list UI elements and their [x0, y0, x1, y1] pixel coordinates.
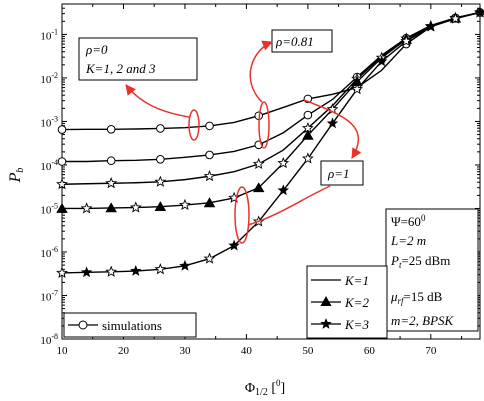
- marker-K2-58: [351, 76, 363, 87]
- y-tick-labels: 10-8 10-7 10-6 10-5 10-4 10-3 10-2 10-1: [40, 27, 58, 347]
- legend: K=1 K=2 K=3: [306, 265, 388, 339]
- callout-arrow-rho0: [125, 84, 190, 118]
- annotation-rho0-line2: K=1, 2 and 3: [85, 61, 156, 76]
- sim-marker-K3-18: [105, 265, 118, 277]
- x-tick-label-70: 70: [425, 345, 437, 357]
- marker-K3-46: [277, 184, 289, 196]
- y-tick-label-1e-6: 10-6: [40, 245, 58, 260]
- sim-marker-K3-66: [400, 34, 413, 47]
- sim-marker-K1_rho0-34: [205, 121, 214, 131]
- y-tick-label-1e-7: 10-7: [40, 288, 58, 303]
- y-tick-label-1e-1: 10-1: [40, 27, 58, 42]
- sim-marker-K2-46: [277, 156, 290, 169]
- sim-marker-K3-26: [154, 263, 167, 275]
- sim-marker-K1_rho081-34: [205, 150, 214, 160]
- y-tick-label-1e-3: 10-3: [40, 114, 58, 129]
- param-L: L=2 m: [390, 233, 426, 248]
- x-tick-label-10: 10: [57, 345, 69, 357]
- sim-marker-K1_rho0-10: [57, 125, 67, 134]
- marker-K3-22: [130, 265, 142, 276]
- x-tick-label-20: 20: [118, 345, 130, 357]
- y-tick-label-1e-8: 10-8: [40, 332, 58, 347]
- marker-K3-54: [326, 117, 339, 129]
- parameters-box-lower: μrf=15 dB m=2, BPSK: [388, 272, 477, 330]
- x-tick-label-40: 40: [241, 345, 253, 357]
- marker-K2-50: [302, 129, 314, 140]
- param-m: m=2, BPSK: [391, 313, 455, 328]
- annotation-rho1: ρ=1: [320, 160, 364, 186]
- annotation-rho0-box: [78, 37, 198, 81]
- annotation-rho1-label: ρ=1: [327, 166, 350, 181]
- marker-K3-30: [179, 259, 191, 271]
- sim-marker-K2-22: [129, 201, 142, 213]
- x-axis-title: Φ1/2 [0]: [245, 378, 285, 398]
- x-tick-labels: 10 20 30 40 50 60 70: [57, 345, 437, 357]
- marker-K3-62: [375, 55, 388, 67]
- marker-K3-78: [474, 6, 484, 18]
- sim-marker-K2-38: [228, 191, 241, 203]
- annotation-rho0: ρ=0 K=1, 2 and 3: [78, 37, 198, 81]
- sim-marker-K3-50: [301, 152, 314, 164]
- annotation-rho1-box: [320, 160, 364, 186]
- sim-marker-K1_rho081-10: [57, 157, 67, 166]
- x-tick-label-30: 30: [179, 345, 191, 357]
- callout-arrow-rho1: [303, 99, 362, 159]
- annotation-rho081: ρ=0.81: [271, 29, 333, 53]
- callout-arrow-rho081: [249, 40, 273, 103]
- y-axis-title: Pb: [8, 168, 26, 183]
- sim-marker-K1_rho0-18: [106, 124, 116, 134]
- sim-marker-K3-10: [56, 266, 68, 278]
- marker-K2-34: [203, 197, 216, 208]
- sim-marker-K1_rho1-34: [203, 170, 216, 182]
- sim-marker-K1_rho1-26: [154, 175, 167, 187]
- marker-K2-26: [154, 201, 167, 212]
- annotation-callouts: [125, 40, 362, 244]
- annotation-rho081-label: ρ=0.81: [275, 34, 314, 49]
- legend-marker-star: [320, 318, 332, 329]
- marker-K3-38: [228, 239, 240, 251]
- sim-marker-K1_rho081-50: [303, 110, 313, 120]
- sim-marker-K1_rho081-26: [156, 154, 165, 164]
- callout-ellipse-rho081: [258, 101, 270, 149]
- callout-ellipse-rho0: [188, 109, 200, 141]
- y-tick-label-1e-5: 10-5: [40, 201, 58, 216]
- sim-marker-K1_rho081-18: [106, 156, 116, 166]
- param-mu: μrf=15 dB: [390, 289, 443, 306]
- simulations-legend-marker: [78, 320, 88, 330]
- sim-marker-K3-74: [449, 12, 462, 24]
- sim-marker-K2-14: [80, 202, 93, 214]
- legend-label-k3: K=3: [344, 317, 369, 332]
- sim-marker-K3-58: [351, 83, 363, 95]
- parameters-box-lower-bg: [388, 272, 477, 330]
- sim-marker-K1_rho1-18: [105, 177, 118, 189]
- x-tick-label-50: 50: [302, 345, 314, 357]
- param-psi: Ψ=600: [391, 213, 426, 229]
- param-Pt: Pt=25 dBm: [390, 253, 450, 270]
- marker-K2-18: [105, 202, 117, 213]
- sim-marker-K2-30: [179, 198, 191, 211]
- marker-K3-70: [425, 20, 437, 32]
- marker-K2-42: [252, 182, 265, 193]
- annotation-rho0-line1: ρ=0: [85, 42, 108, 57]
- marker-K2-10: [56, 202, 68, 213]
- simulations-legend-label: simulations: [102, 318, 162, 333]
- legend-label-k1: K=1: [344, 273, 369, 288]
- axis-ticks: [61, 4, 480, 340]
- y-tick-label-1e-2: 10-2: [40, 71, 58, 86]
- marker-K3-14: [80, 266, 93, 278]
- callout-line-rho1: [247, 185, 331, 226]
- sim-marker-K1_rho0-26: [156, 124, 165, 133]
- y-tick-label-1e-4: 10-4: [40, 158, 58, 173]
- x-tick-label-60: 60: [364, 345, 376, 357]
- simulations-legend: simulations: [63, 312, 197, 338]
- legend-label-k2: K=2: [344, 295, 369, 310]
- legend-marker-triangle: [320, 296, 332, 306]
- sim-marker-K3-34: [203, 252, 216, 264]
- sim-marker-K1_rho1-42: [252, 157, 265, 170]
- sim-marker-K1_rho1-10: [56, 178, 68, 190]
- callout-ellipse-rho1: [234, 186, 250, 244]
